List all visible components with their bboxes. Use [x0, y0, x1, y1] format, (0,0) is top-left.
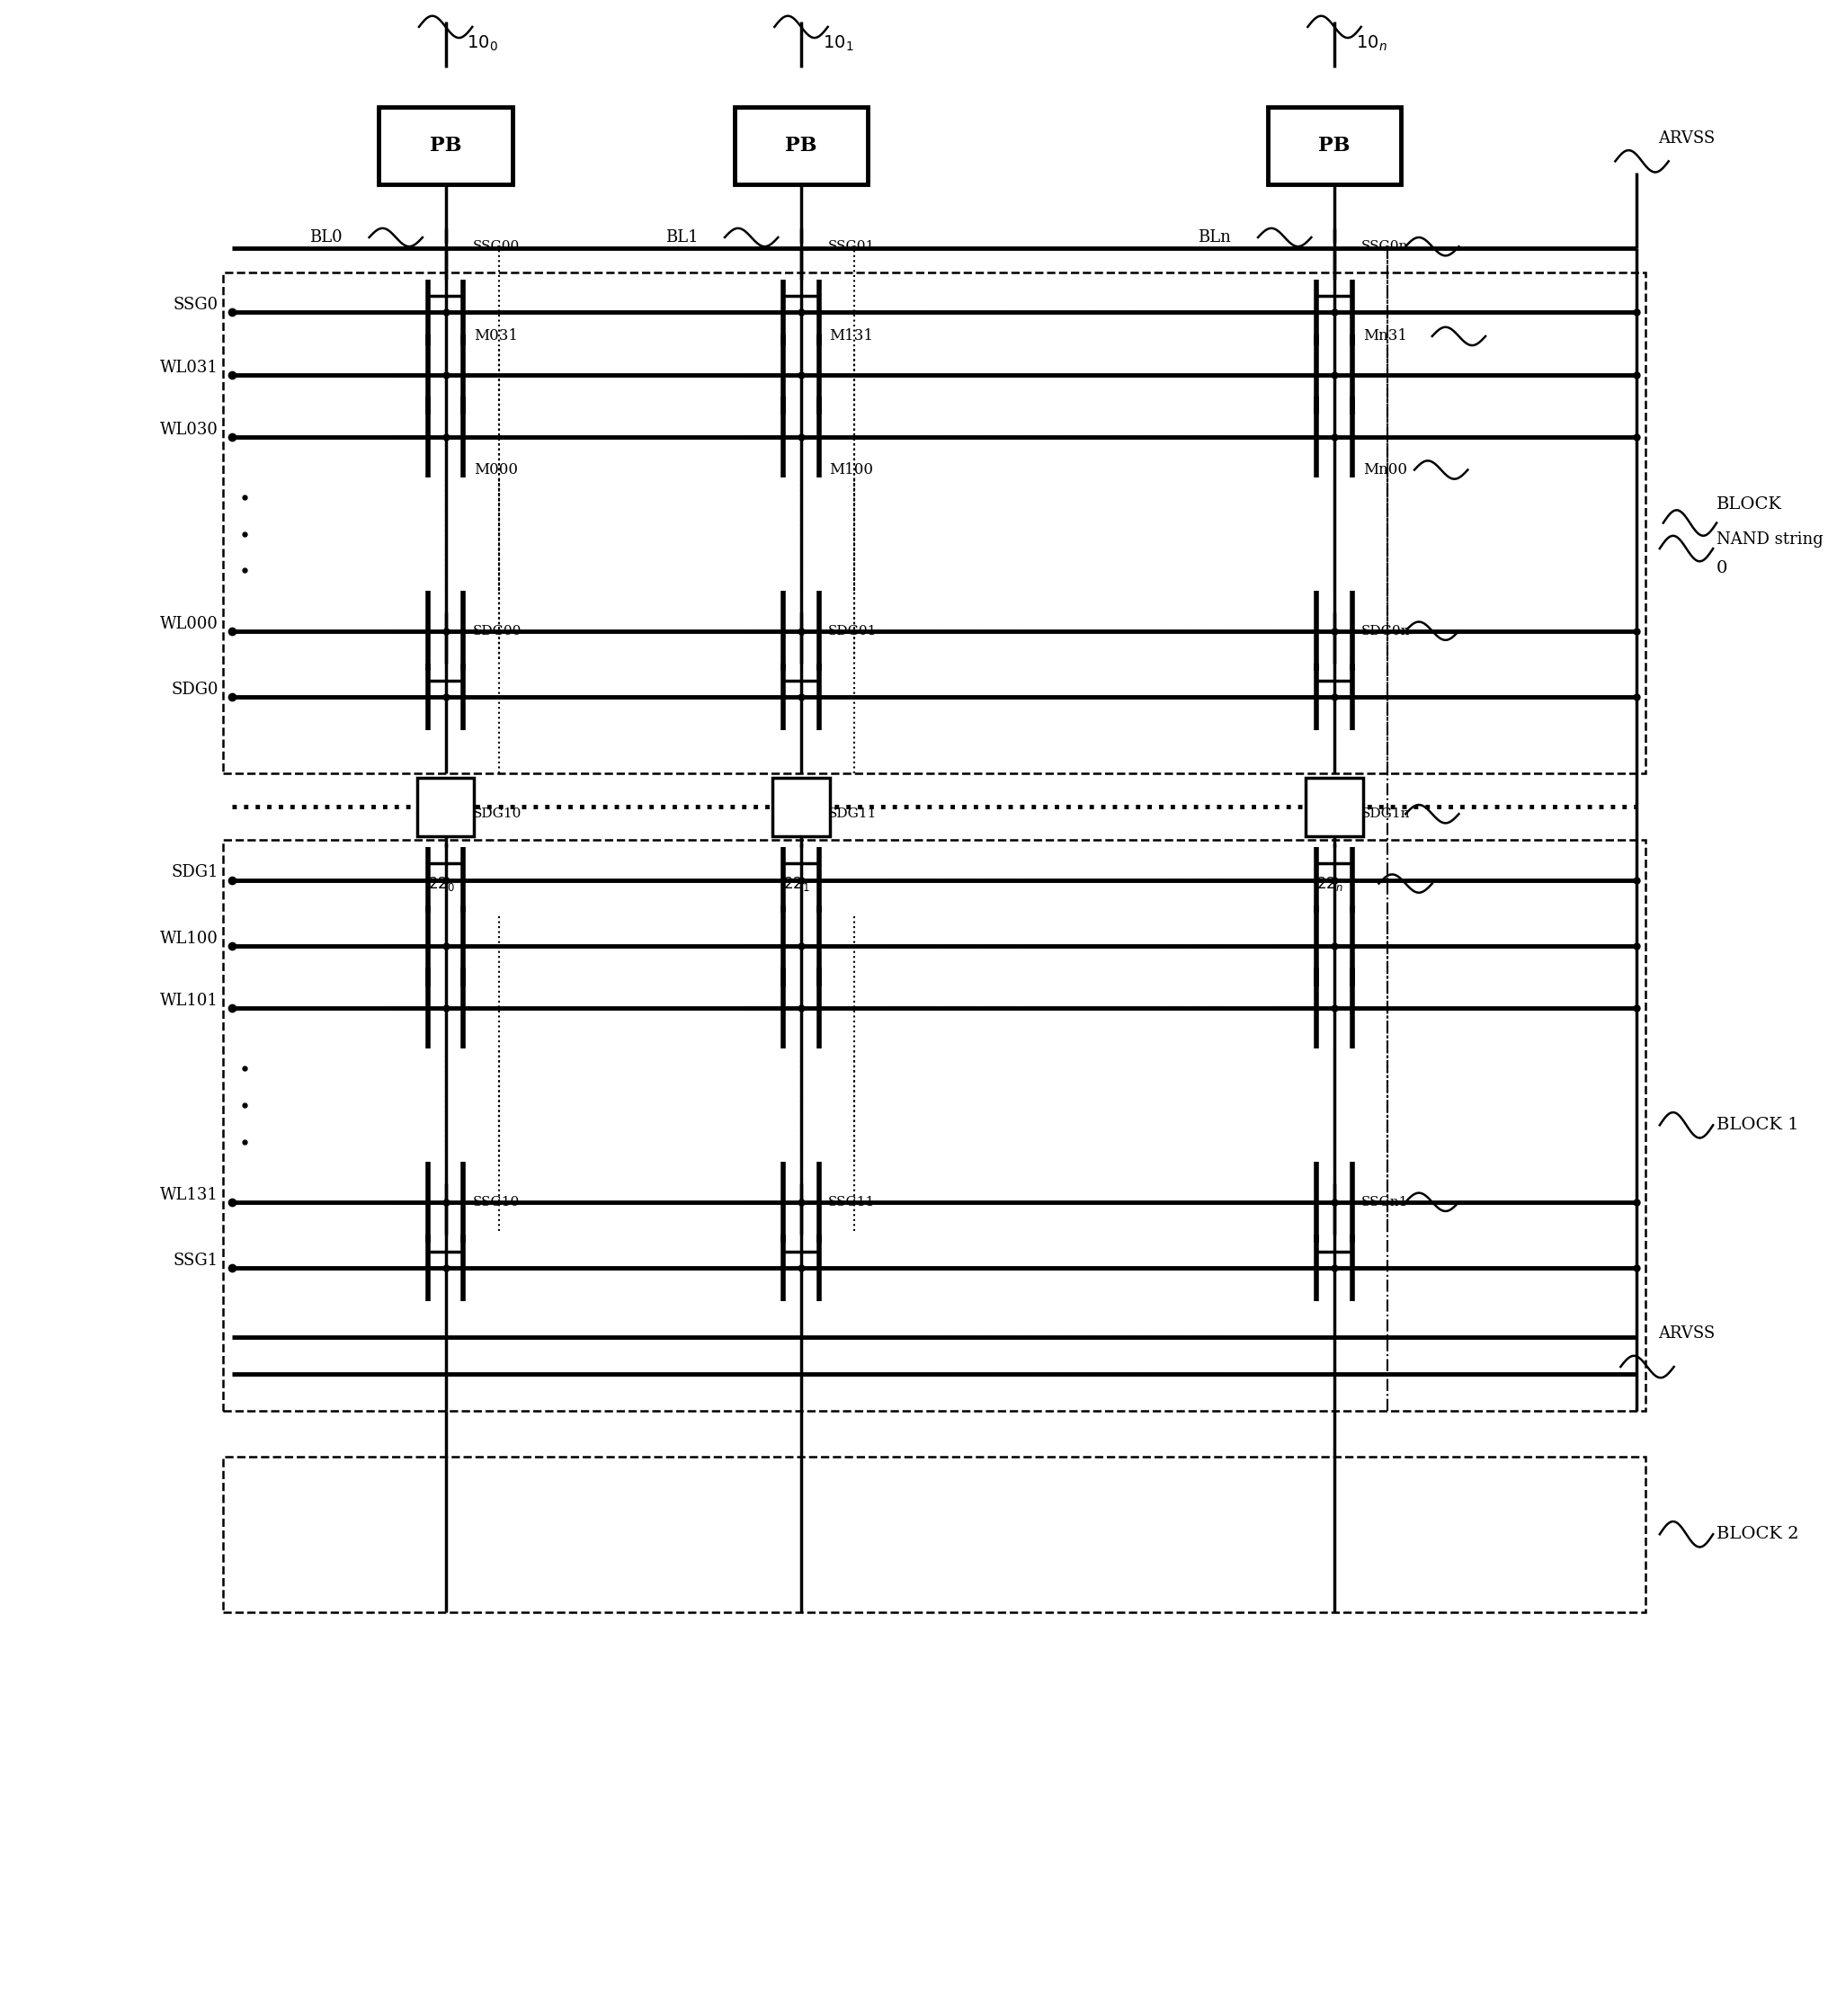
Bar	[224, 1456, 1646, 1613]
Bar	[224, 272, 1646, 774]
Text: SDG0: SDG0	[171, 681, 219, 698]
Text: SSG11: SSG11	[828, 1195, 874, 1208]
Bar	[224, 839, 1646, 1411]
Text: SDG00: SDG00	[472, 625, 522, 637]
Bar	[735, 107, 867, 183]
Text: SSG0: SSG0	[173, 296, 219, 312]
Bar	[1306, 778, 1363, 837]
Bar	[378, 107, 513, 183]
Text: SSGn1: SSGn1	[1361, 1195, 1409, 1208]
Text: SSG10: SSG10	[472, 1195, 520, 1208]
Text: $22_1$: $22_1$	[783, 875, 810, 893]
Text: BLOCK 1: BLOCK 1	[1716, 1117, 1798, 1133]
Text: SDG1: SDG1	[171, 865, 219, 881]
Bar	[1268, 107, 1402, 183]
Bar	[417, 778, 474, 837]
Text: 0: 0	[1716, 560, 1729, 577]
Text: $22_0$: $22_0$	[428, 875, 456, 893]
Text: SDG0n: SDG0n	[1361, 625, 1411, 637]
Text: WL101: WL101	[160, 992, 219, 1008]
Text: ARVSS: ARVSS	[1659, 1327, 1714, 1343]
Text: M100: M100	[830, 462, 874, 478]
Text: BL1: BL1	[665, 230, 698, 246]
Text: SDG01: SDG01	[828, 625, 876, 637]
Text: M131: M131	[830, 329, 874, 345]
Text: PB: PB	[430, 135, 461, 155]
Text: SDG11: SDG11	[828, 808, 876, 821]
Text: BLOCK: BLOCK	[1716, 496, 1782, 512]
Text: PB: PB	[1319, 135, 1350, 155]
Text: M031: M031	[474, 329, 518, 345]
Text: Mn00: Mn00	[1363, 462, 1407, 478]
Text: SSG0n: SSG0n	[1361, 240, 1409, 252]
Text: BL0: BL0	[310, 230, 342, 246]
Text: $10_n$: $10_n$	[1356, 34, 1387, 52]
Text: WL030: WL030	[160, 421, 219, 437]
Text: ARVSS: ARVSS	[1659, 131, 1714, 147]
Text: Mn31: Mn31	[1363, 329, 1407, 345]
Text: SSG1: SSG1	[173, 1252, 219, 1268]
Bar	[773, 778, 830, 837]
Text: SDG10: SDG10	[472, 808, 522, 821]
Text: PB: PB	[784, 135, 817, 155]
Text: $10_1$: $10_1$	[823, 34, 854, 52]
Text: SSG00: SSG00	[472, 240, 520, 252]
Text: SSG01: SSG01	[828, 240, 874, 252]
Text: $22_n$: $22_n$	[1317, 875, 1343, 893]
Text: BLOCK 2: BLOCK 2	[1716, 1526, 1798, 1542]
Text: WL031: WL031	[160, 359, 219, 375]
Text: NAND string: NAND string	[1716, 532, 1824, 548]
Text: $10_0$: $10_0$	[467, 34, 498, 52]
Text: WL131: WL131	[160, 1187, 219, 1204]
Text: SDG1n: SDG1n	[1361, 808, 1411, 821]
Text: M000: M000	[474, 462, 518, 478]
Text: BLn: BLn	[1198, 230, 1231, 246]
Text: WL100: WL100	[160, 929, 219, 948]
Text: WL000: WL000	[160, 615, 219, 631]
